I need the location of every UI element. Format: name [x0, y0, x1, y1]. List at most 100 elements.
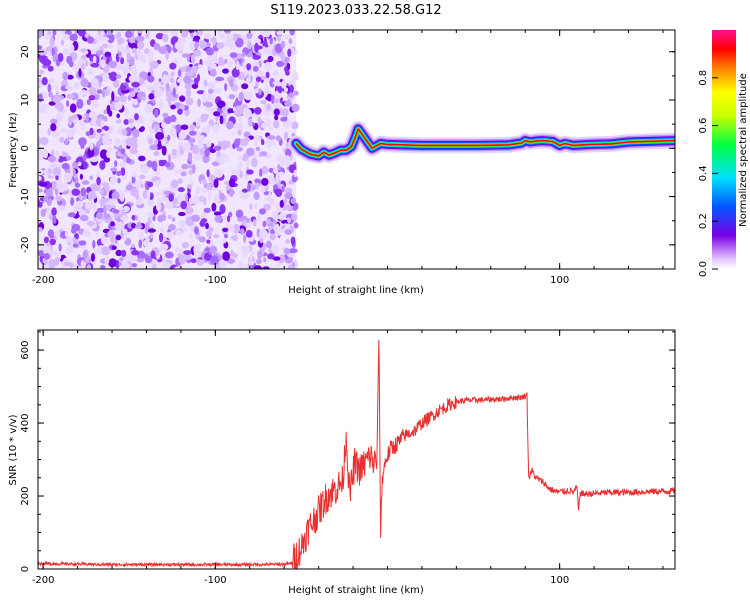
- noise-blob: [50, 123, 57, 132]
- noise-blob: [127, 95, 132, 101]
- noise-blob: [129, 90, 136, 98]
- noise-blob: [168, 224, 176, 231]
- noise-blob: [254, 178, 262, 183]
- noise-blob: [261, 166, 269, 175]
- noise-blob: [272, 69, 279, 77]
- noise-blob: [272, 184, 279, 190]
- noise-blob: [116, 170, 122, 177]
- noise-blob: [181, 163, 190, 170]
- noise-blob: [147, 197, 155, 207]
- noise-blob: [267, 141, 276, 146]
- noise-blob: [104, 256, 110, 265]
- noise-blob: [287, 264, 294, 269]
- x-tick-label: -100: [204, 275, 227, 286]
- noise-blob: [130, 187, 139, 197]
- noise-blob: [207, 93, 212, 99]
- noise-blob: [231, 223, 235, 233]
- colorbar-gradient: [712, 30, 736, 269]
- noise-blob: [284, 204, 294, 211]
- noise-blob: [186, 55, 190, 63]
- noise-blob: [60, 39, 65, 46]
- noise-blob: [78, 209, 84, 217]
- noise-blob: [236, 146, 243, 152]
- noise-blob: [108, 60, 118, 69]
- noise-blob: [183, 250, 192, 256]
- noise-blob: [233, 33, 238, 42]
- noise-blob: [268, 167, 274, 173]
- noise-blob: [169, 77, 175, 83]
- noise-blob: [263, 102, 267, 113]
- noise-blob: [97, 89, 103, 94]
- noise-blob: [277, 254, 286, 264]
- noise-blob: [219, 33, 225, 39]
- noise-blob: [81, 122, 85, 130]
- noise-blob: [275, 135, 281, 142]
- noise-blob: [74, 182, 81, 188]
- noise-blob: [141, 96, 146, 102]
- noise-blob: [199, 40, 207, 49]
- noise-blob: [199, 134, 205, 142]
- noise-blob: [211, 180, 215, 187]
- noise-blob: [90, 156, 99, 163]
- noise-blob: [131, 81, 140, 88]
- noise-blob: [48, 101, 56, 106]
- noise-blob: [266, 240, 272, 249]
- noise-blob: [61, 48, 70, 56]
- noise-blob: [100, 120, 105, 128]
- noise-blob: [62, 71, 69, 81]
- noise-blob: [243, 234, 247, 243]
- noise-blob: [55, 112, 63, 122]
- noise-blob: [162, 112, 169, 118]
- noise-blob: [58, 243, 62, 252]
- noise-blob: [274, 43, 283, 54]
- noise-blob: [73, 63, 79, 71]
- noise-blob: [229, 187, 234, 198]
- noise-blob: [152, 264, 156, 269]
- noise-blob: [140, 184, 144, 188]
- noise-blob: [227, 60, 233, 69]
- noise-blob: [131, 215, 136, 221]
- noise-blob: [265, 71, 270, 79]
- colorbar-tick-label: 0.2: [698, 213, 709, 229]
- noise-blob: [290, 236, 296, 246]
- noise-blob: [179, 95, 186, 102]
- snr-panel: -200 -100 100 0 200 400 600 Height of straigh…: [8, 329, 676, 596]
- noise-blob: [146, 211, 154, 219]
- noise-blob: [107, 30, 112, 36]
- noise-blob: [60, 127, 67, 133]
- noise-blob: [138, 239, 143, 249]
- noise-blob: [246, 169, 254, 175]
- noise-blob: [216, 100, 226, 109]
- noise-blob: [43, 259, 48, 265]
- noise-blob: [233, 138, 240, 148]
- colorbar-ticks: 0.0 0.2 0.4 0.6 0.8: [698, 70, 718, 277]
- noise-blob: [230, 170, 239, 175]
- noise-blob: [121, 139, 127, 144]
- noise-blob: [287, 48, 292, 57]
- noise-blob: [162, 262, 172, 268]
- noise-blob: [246, 158, 250, 166]
- noise-blob: [289, 84, 294, 94]
- noise-blob: [154, 191, 162, 197]
- noise-blob: [140, 165, 149, 173]
- noise-blob: [185, 97, 194, 106]
- noise-blob: [277, 171, 285, 177]
- noise-blob: [189, 232, 193, 239]
- noise-blob: [215, 114, 219, 122]
- noise-blob: [88, 111, 98, 119]
- snr-x-ticks: -200 -100 100: [32, 330, 664, 586]
- noise-blob: [178, 219, 186, 229]
- colorbar-tick-label: 0.8: [698, 70, 709, 86]
- noise-blob: [185, 71, 191, 78]
- noise-blob: [111, 191, 120, 200]
- noise-blob: [84, 50, 89, 55]
- noise-blob: [262, 266, 270, 269]
- noise-blob: [42, 59, 52, 67]
- noise-blob: [206, 183, 212, 190]
- noise-blob: [264, 45, 274, 56]
- noise-blob: [108, 258, 117, 268]
- noise-blob: [124, 61, 130, 68]
- noise-blob: [62, 33, 70, 40]
- noise-blob: [108, 110, 113, 117]
- y-tick-label: 600: [20, 341, 31, 360]
